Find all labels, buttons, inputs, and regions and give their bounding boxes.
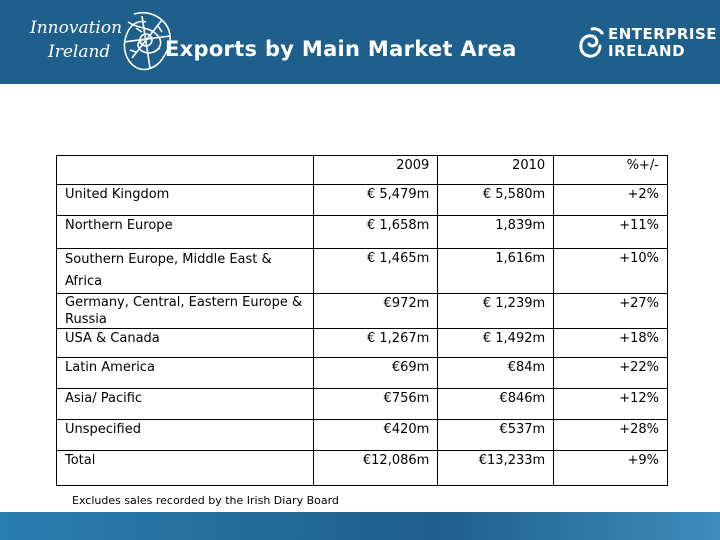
- value-2009-cell: €972m: [313, 293, 439, 329]
- header-cell-2009: 2009: [313, 155, 439, 185]
- change-cell: +28%: [553, 419, 668, 451]
- value-2010-cell: €84m: [437, 357, 555, 389]
- market-cell: USA & Canada: [55, 328, 315, 358]
- market-cell: United Kingdom: [55, 184, 315, 216]
- change-cell: +10%: [553, 248, 668, 294]
- header-bar: Innovation Ireland Exports by Main Marke…: [0, 0, 720, 84]
- header-cell-change: %+/-: [553, 155, 668, 185]
- change-cell: +27%: [553, 293, 668, 329]
- footer-bar: [0, 512, 720, 540]
- value-2009-cell: €756m: [313, 388, 439, 420]
- exports-table: 2009 2010 %+/- United Kingdom € 5,479m €…: [55, 155, 668, 486]
- table-row: United Kingdom € 5,479m € 5,580m +2%: [55, 184, 668, 216]
- table-row: Unspecified €420m €537m +28%: [55, 419, 668, 451]
- enterprise-swirl-icon: [579, 27, 604, 58]
- value-2010-cell: 1,616m: [437, 248, 555, 294]
- value-2009-cell: € 1,267m: [313, 328, 439, 358]
- logo-word-ireland: Ireland: [48, 42, 111, 62]
- change-cell: +2%: [553, 184, 668, 216]
- innovation-ireland-logo: Innovation Ireland: [30, 12, 171, 74]
- market-cell: Latin America: [55, 357, 315, 389]
- footnote: Excludes sales recorded by the Irish Dia…: [72, 494, 339, 507]
- change-cell: +22%: [553, 357, 668, 389]
- value-2010-cell: €13,233m: [437, 450, 555, 486]
- change-cell: +9%: [553, 450, 668, 486]
- enterprise-ireland-logo: ENTERPRISE IRELAND: [578, 22, 718, 66]
- table-row-total: Total €12,086m €13,233m +9%: [55, 450, 668, 486]
- logo-word-ireland-right: IRELAND: [608, 42, 686, 60]
- value-2010-cell: 1,839m: [437, 215, 555, 249]
- celtic-knot-icon: [123, 12, 171, 71]
- logo-word-enterprise: ENTERPRISE: [608, 25, 718, 43]
- table-row: USA & Canada € 1,267m € 1,492m +18%: [55, 328, 668, 358]
- value-2009-cell: € 1,658m: [313, 215, 439, 249]
- value-2009-cell: € 5,479m: [313, 184, 439, 216]
- value-2010-cell: € 1,239m: [437, 293, 555, 329]
- change-cell: +12%: [553, 388, 668, 420]
- value-2009-cell: €69m: [313, 357, 439, 389]
- market-cell: Asia/ Pacific: [55, 388, 315, 420]
- table-row: Germany, Central, Eastern Europe & Russi…: [55, 293, 668, 329]
- value-2009-cell: € 1,465m: [313, 248, 439, 294]
- header-cell-2010: 2010: [437, 155, 555, 185]
- header-cell-market: [55, 155, 315, 185]
- market-cell: Northern Europe: [55, 215, 315, 249]
- logo-word-innovation: Innovation: [30, 18, 123, 38]
- value-2010-cell: €846m: [437, 388, 555, 420]
- table-row: Asia/ Pacific €756m €846m +12%: [55, 388, 668, 420]
- market-cell: Unspecified: [55, 419, 315, 451]
- value-2010-cell: € 5,580m: [437, 184, 555, 216]
- change-cell: +11%: [553, 215, 668, 249]
- table-header-row: 2009 2010 %+/-: [55, 155, 668, 185]
- value-2010-cell: €537m: [437, 419, 555, 451]
- value-2009-cell: €420m: [313, 419, 439, 451]
- market-cell: Germany, Central, Eastern Europe & Russi…: [55, 293, 315, 329]
- value-2009-cell: €12,086m: [313, 450, 439, 486]
- market-cell: Total: [55, 450, 315, 486]
- market-cell: Southern Europe, Middle East & Africa: [55, 248, 315, 294]
- table-row: Northern Europe € 1,658m 1,839m +11%: [55, 215, 668, 249]
- table-row: Southern Europe, Middle East & Africa € …: [55, 248, 668, 294]
- value-2010-cell: € 1,492m: [437, 328, 555, 358]
- change-cell: +18%: [553, 328, 668, 358]
- table-row: Latin America €69m €84m +22%: [55, 357, 668, 389]
- page-title: Exports by Main Market Area: [165, 37, 517, 61]
